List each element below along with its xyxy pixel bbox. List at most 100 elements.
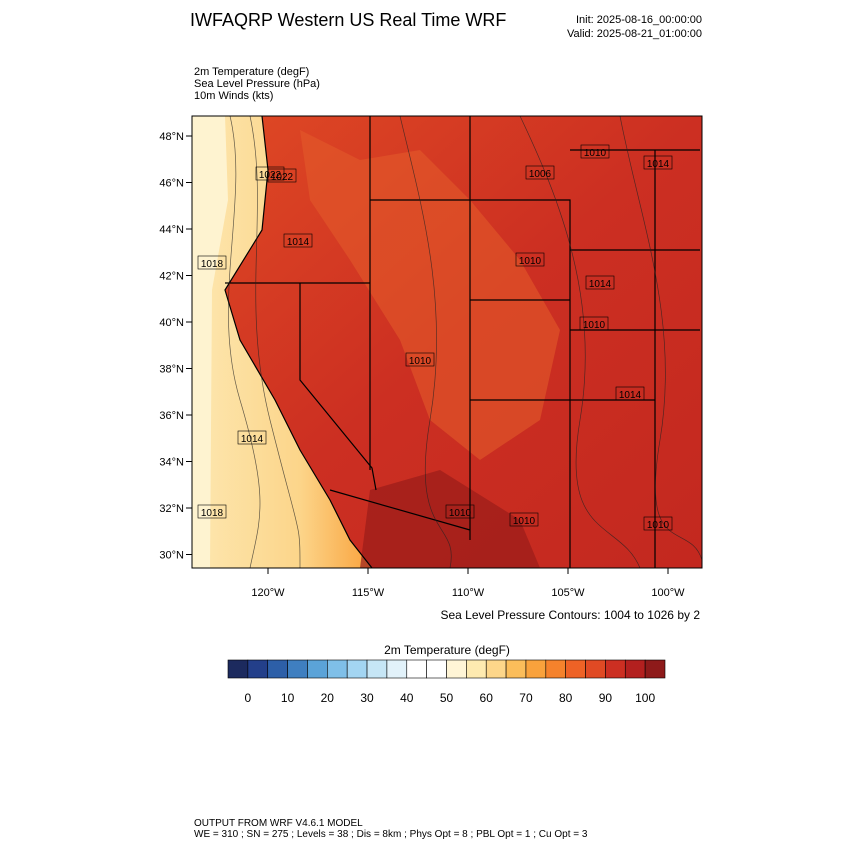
contour-note: Sea Level Pressure Contours: 1004 to 102… — [441, 608, 701, 622]
colorbar-box — [406, 659, 427, 679]
contour-label-box — [615, 386, 645, 401]
colorbar-box — [287, 659, 308, 679]
colorbar-box — [466, 659, 487, 679]
contour-label-box — [515, 252, 545, 267]
colorbar-title: 2m Temperature (degF) — [384, 643, 510, 657]
field-list: 2m Temperature (degF)Sea Level Pressure … — [194, 66, 320, 102]
terrain — [300, 130, 560, 460]
colorbar-box — [485, 659, 507, 679]
colorbar: 0 10 20 30 40 50 60 70 80 90 100 — [227, 659, 666, 705]
colorbar-tick-label: 90 — [599, 691, 613, 705]
colorbar-box — [624, 659, 646, 679]
colorbar-tick-label: 100 — [635, 691, 655, 705]
map: 1022 1018 1014 1022 1010 1006 1010 1014 1014 1010… — [191, 115, 703, 569]
colorbar-box — [426, 659, 447, 679]
contour-label-box — [509, 512, 539, 527]
contour-label: 1014 — [647, 159, 670, 170]
contour-label-box — [525, 165, 555, 180]
contour-label: 1010 — [449, 508, 472, 519]
hot-desert — [360, 470, 540, 568]
colorbar-box — [327, 659, 348, 679]
init-time: Init: 2025-08-16_00:00:00 — [576, 14, 702, 26]
colorbar-box — [307, 659, 328, 679]
lon-label: 100°W — [651, 587, 685, 599]
contour-label-box — [585, 275, 615, 290]
colorbar-box — [525, 659, 547, 679]
borders — [224, 115, 700, 569]
contour-label-box — [197, 255, 227, 270]
colorbar-box — [247, 659, 269, 679]
colorbar-box — [446, 659, 467, 679]
contour-label: 1010 — [513, 516, 536, 527]
field-label: 2m Temperature (degF) — [194, 66, 309, 78]
lon-label: 115°W — [352, 587, 385, 599]
footer-line: WE = 310 ; SN = 275 ; Levels = 38 ; Dis … — [194, 829, 588, 840]
contour-label: 1014 — [287, 237, 310, 248]
contour-label: 1022 — [271, 172, 294, 183]
lon-label: 105°W — [551, 587, 585, 599]
colorbar-box — [585, 659, 606, 679]
contour-label-box — [255, 166, 285, 181]
contour-label: 1010 — [409, 356, 432, 367]
colorbar-tick-label: 30 — [360, 691, 374, 705]
contour-label: 1014 — [241, 434, 264, 445]
lat-label: 42°N — [159, 271, 184, 283]
contour-label: 1010 — [647, 520, 670, 531]
ocean-cool — [192, 116, 228, 568]
lat-label: 36°N — [159, 410, 184, 422]
contour-label-box — [579, 316, 609, 331]
contour-label-box — [283, 233, 313, 248]
colorbar-tick-label: 0 — [245, 691, 252, 705]
footer-line: OUTPUT FROM WRF V4.6.1 MODEL — [194, 818, 363, 829]
lat-label: 40°N — [159, 317, 184, 329]
contour-label: 1010 — [519, 256, 542, 267]
title: IWFAQRP Western US Real Time WRF — [190, 10, 506, 30]
contour-label-box — [643, 155, 673, 170]
colorbar-box — [545, 659, 566, 679]
contour-label: 1022 — [259, 170, 282, 181]
contour-label-box — [237, 430, 267, 445]
colorbar-box — [605, 659, 626, 679]
contour-label-box — [643, 516, 673, 531]
contour-label-box — [445, 504, 475, 519]
lat-label: 32°N — [159, 503, 184, 515]
contour-label-box — [405, 352, 435, 367]
colorbar-box — [386, 659, 408, 679]
contour-label: 1018 — [201, 259, 224, 270]
map-frame — [191, 115, 703, 569]
field-label: 10m Winds (kts) — [194, 90, 273, 102]
colorbar-tick-label: 10 — [281, 691, 295, 705]
contour-label: 1006 — [529, 169, 552, 180]
colorbar-tick-label: 60 — [480, 691, 494, 705]
contour-label: 1018 — [201, 508, 224, 519]
colorbar-box — [505, 659, 527, 679]
field-label: Sea Level Pressure (hPa) — [194, 78, 320, 90]
pressure-contours — [228, 115, 703, 569]
lat-label: 30°N — [159, 550, 184, 562]
colorbar-box — [366, 659, 388, 679]
lat-label: 38°N — [159, 364, 184, 376]
contour-label: 1010 — [583, 320, 606, 331]
contour-label-box — [197, 504, 227, 519]
colorbar-box — [644, 659, 666, 679]
lat-label: 46°N — [159, 178, 184, 190]
lat-label: 48°N — [159, 131, 184, 143]
valid-time: Valid: 2025-08-21_01:00:00 — [567, 28, 702, 40]
lon-label: 120°W — [251, 587, 285, 599]
colorbar-tick-label: 80 — [559, 691, 573, 705]
colorbar-box — [565, 659, 586, 679]
lat-label: 34°N — [159, 457, 184, 469]
contour-label: 1010 — [584, 148, 607, 159]
colorbar-box — [346, 659, 368, 679]
contour-label-box — [267, 168, 297, 183]
contour-label: 1014 — [589, 279, 612, 290]
colorbar-box — [227, 659, 249, 679]
contour-label-box — [580, 144, 610, 159]
colorbar-tick-label: 40 — [400, 691, 414, 705]
lon-label: 110°W — [452, 587, 485, 599]
colorbar-box — [267, 659, 288, 679]
lat-label: 44°N — [159, 224, 184, 236]
colorbar-tick-label: 70 — [519, 691, 533, 705]
